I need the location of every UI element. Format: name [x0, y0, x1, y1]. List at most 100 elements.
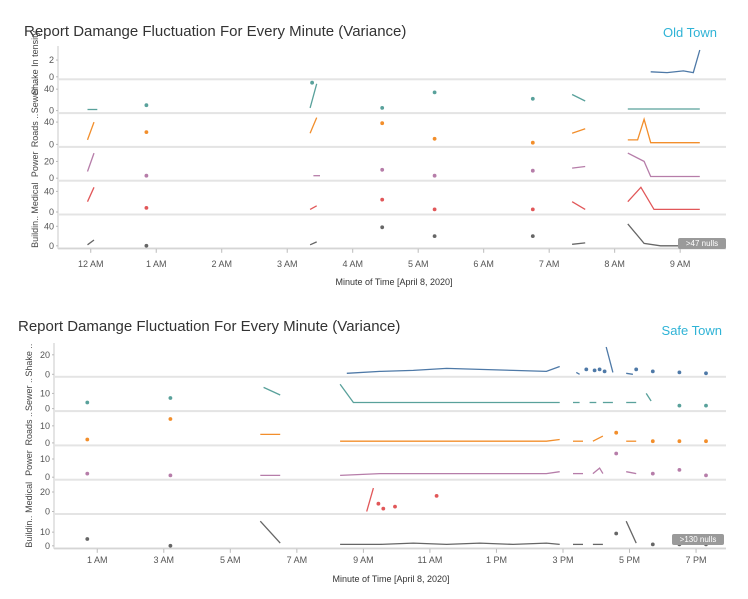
- y-tick-label: 0: [49, 241, 54, 251]
- x-tick-label: 9 AM: [353, 555, 374, 565]
- data-point: [530, 207, 535, 212]
- row-divider: [54, 375, 726, 378]
- data-point: [144, 130, 149, 135]
- row-label: Sewer ..: [24, 378, 34, 411]
- data-point: [380, 106, 385, 110]
- data-point: [432, 136, 437, 141]
- data-point: [530, 140, 535, 145]
- y-tick-label: 40: [44, 84, 54, 94]
- series-line-segment: [626, 372, 633, 375]
- row-label: Medical: [30, 183, 40, 214]
- series-line-segment: [592, 435, 604, 442]
- series-line-segment: [340, 542, 560, 546]
- data-point: [380, 225, 385, 230]
- null-badge-text: >130 nulls: [680, 535, 717, 544]
- x-tick-label: 5 PM: [619, 555, 640, 565]
- data-point: [85, 537, 90, 541]
- series-line-segment: [627, 152, 700, 178]
- data-point: [704, 439, 708, 444]
- data-point: [168, 417, 173, 421]
- data-point: [677, 403, 682, 408]
- data-point: [432, 90, 437, 95]
- x-tick-label: 5 AM: [408, 259, 429, 269]
- series-line-segment: [339, 383, 560, 404]
- chart-title-safe-town: Report Damange Fluctuation For Every Min…: [18, 318, 400, 335]
- data-point: [650, 471, 655, 476]
- y-tick-label: 0: [49, 106, 54, 116]
- row-divider: [54, 513, 726, 515]
- y-tick-label: 2: [49, 55, 54, 65]
- x-tick-label: 9 AM: [670, 259, 691, 269]
- series-line-segment: [627, 186, 700, 211]
- null-badge-text: >47 nulls: [686, 239, 718, 248]
- data-point: [602, 369, 607, 374]
- row-label: Shake ..: [24, 344, 34, 377]
- null-badge-safe-town[interactable]: >130 nulls: [672, 534, 724, 545]
- series-line-segment: [627, 117, 700, 144]
- y-tick-label: 0: [49, 207, 54, 217]
- series-line-segment: [309, 205, 318, 210]
- data-point: [434, 494, 439, 498]
- series-line-segment: [346, 365, 560, 374]
- safe-town-plot: Shake .. 0 20 Sewer .. 0 10 Roads .. 0 10 Power 0 1…: [24, 343, 726, 565]
- data-point: [677, 439, 682, 444]
- y-tick-label: 10: [40, 527, 50, 537]
- data-point: [144, 103, 149, 108]
- data-point: [432, 207, 437, 212]
- null-badge-bg: [672, 534, 724, 545]
- series-line-segment: [625, 520, 637, 544]
- x-tick-label: 12 AM: [78, 259, 104, 269]
- series-line-segment: [572, 165, 586, 169]
- y-tick-label: 0: [49, 173, 54, 183]
- y-tick-label: 0: [45, 507, 50, 517]
- data-point: [85, 400, 90, 405]
- x-tick-label: 3 AM: [154, 555, 175, 565]
- series-line-segment: [86, 152, 95, 172]
- x-axis-label-safe-town: Minute of Time [April 8, 2020]: [332, 574, 449, 584]
- y-tick-label: 0: [45, 404, 50, 414]
- row-label: Buildin..: [30, 216, 40, 248]
- y-tick-label: 0: [45, 369, 50, 379]
- y-tick-label: 40: [44, 221, 54, 231]
- data-point: [393, 504, 397, 509]
- series-line-segment: [366, 487, 375, 512]
- row-label: Sewer ..: [30, 80, 40, 113]
- data-point: [144, 243, 149, 248]
- x-tick-label: 7 AM: [539, 259, 560, 269]
- row-divider: [54, 478, 726, 481]
- data-point: [168, 396, 173, 400]
- data-point: [168, 543, 173, 548]
- series-line-segment: [259, 520, 281, 544]
- row-divider: [54, 444, 726, 447]
- y-tick-label: 40: [44, 186, 54, 196]
- data-point: [677, 468, 682, 472]
- x-tick-label: 3 PM: [552, 555, 573, 565]
- y-tick-label: 40: [44, 117, 54, 127]
- data-point: [376, 501, 381, 506]
- series-line-segment: [87, 239, 95, 246]
- series-line-segment: [86, 121, 95, 141]
- row-label: Shake In tensity: [30, 30, 40, 95]
- x-tick-label: 1 PM: [486, 555, 507, 565]
- data-point: [530, 168, 535, 173]
- series-line-segment: [592, 467, 604, 475]
- x-tick-label: 11 AM: [417, 555, 442, 565]
- x-tick-label: 6 AM: [473, 259, 494, 269]
- data-point: [380, 167, 385, 172]
- data-point: [584, 367, 589, 372]
- row-label: Roads ..: [30, 114, 40, 148]
- x-tick-label: 3 AM: [277, 259, 298, 269]
- data-point: [650, 369, 655, 374]
- data-point: [650, 542, 655, 547]
- row-divider: [58, 213, 726, 216]
- y-tick-label: 20: [44, 156, 54, 166]
- data-point: [432, 234, 437, 239]
- location-label-old-town: Old Town: [663, 25, 717, 40]
- y-tick-label: 10: [40, 454, 50, 464]
- y-tick-label: 0: [49, 139, 54, 149]
- null-badge-old-town[interactable]: >47 nulls: [678, 238, 726, 249]
- data-point: [144, 173, 149, 178]
- data-point: [85, 471, 90, 476]
- series-line-segment: [340, 471, 560, 477]
